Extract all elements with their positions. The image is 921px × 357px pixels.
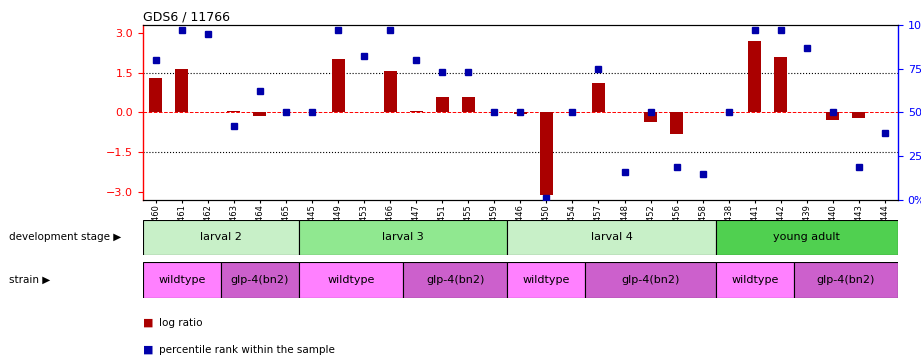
Bar — [853, 112, 866, 118]
Bar — [143, 220, 299, 255]
Text: GDS6 / 11766: GDS6 / 11766 — [143, 11, 229, 24]
Bar — [507, 220, 716, 255]
Bar — [149, 78, 162, 112]
Bar — [461, 96, 475, 112]
Bar — [436, 96, 449, 112]
Text: glp-4(bn2): glp-4(bn2) — [426, 275, 484, 285]
Bar — [670, 112, 683, 134]
Bar — [586, 262, 716, 298]
Text: wildtype: wildtype — [327, 275, 375, 285]
Bar — [175, 69, 188, 112]
Text: log ratio: log ratio — [159, 318, 203, 328]
Bar — [748, 41, 762, 112]
Text: strain ▶: strain ▶ — [9, 275, 51, 285]
Bar — [227, 111, 240, 112]
Text: larval 3: larval 3 — [382, 232, 424, 242]
Text: larval 2: larval 2 — [200, 232, 242, 242]
Text: ■: ■ — [143, 345, 153, 355]
Text: wildtype: wildtype — [731, 275, 778, 285]
Bar — [403, 262, 507, 298]
Text: glp-4(bn2): glp-4(bn2) — [231, 275, 289, 285]
Text: ■: ■ — [143, 318, 153, 328]
Text: development stage ▶: development stage ▶ — [9, 232, 122, 242]
Bar — [592, 83, 605, 112]
Bar — [253, 112, 266, 116]
Text: larval 4: larval 4 — [590, 232, 633, 242]
Bar — [332, 60, 344, 112]
Bar — [221, 262, 299, 298]
Bar — [644, 112, 657, 122]
Text: wildtype: wildtype — [158, 275, 205, 285]
Text: young adult: young adult — [774, 232, 840, 242]
Bar — [384, 71, 397, 112]
Bar — [716, 220, 898, 255]
Bar — [299, 262, 403, 298]
Bar — [775, 57, 787, 112]
Bar — [507, 262, 586, 298]
Bar — [143, 262, 221, 298]
Bar — [716, 262, 794, 298]
Bar — [826, 112, 839, 120]
Bar — [794, 262, 898, 298]
Text: glp-4(bn2): glp-4(bn2) — [622, 275, 680, 285]
Bar — [410, 111, 423, 112]
Bar — [299, 220, 507, 255]
Text: glp-4(bn2): glp-4(bn2) — [817, 275, 875, 285]
Text: wildtype: wildtype — [523, 275, 570, 285]
Text: percentile rank within the sample: percentile rank within the sample — [159, 345, 335, 355]
Bar — [540, 112, 553, 195]
Bar — [514, 112, 527, 114]
